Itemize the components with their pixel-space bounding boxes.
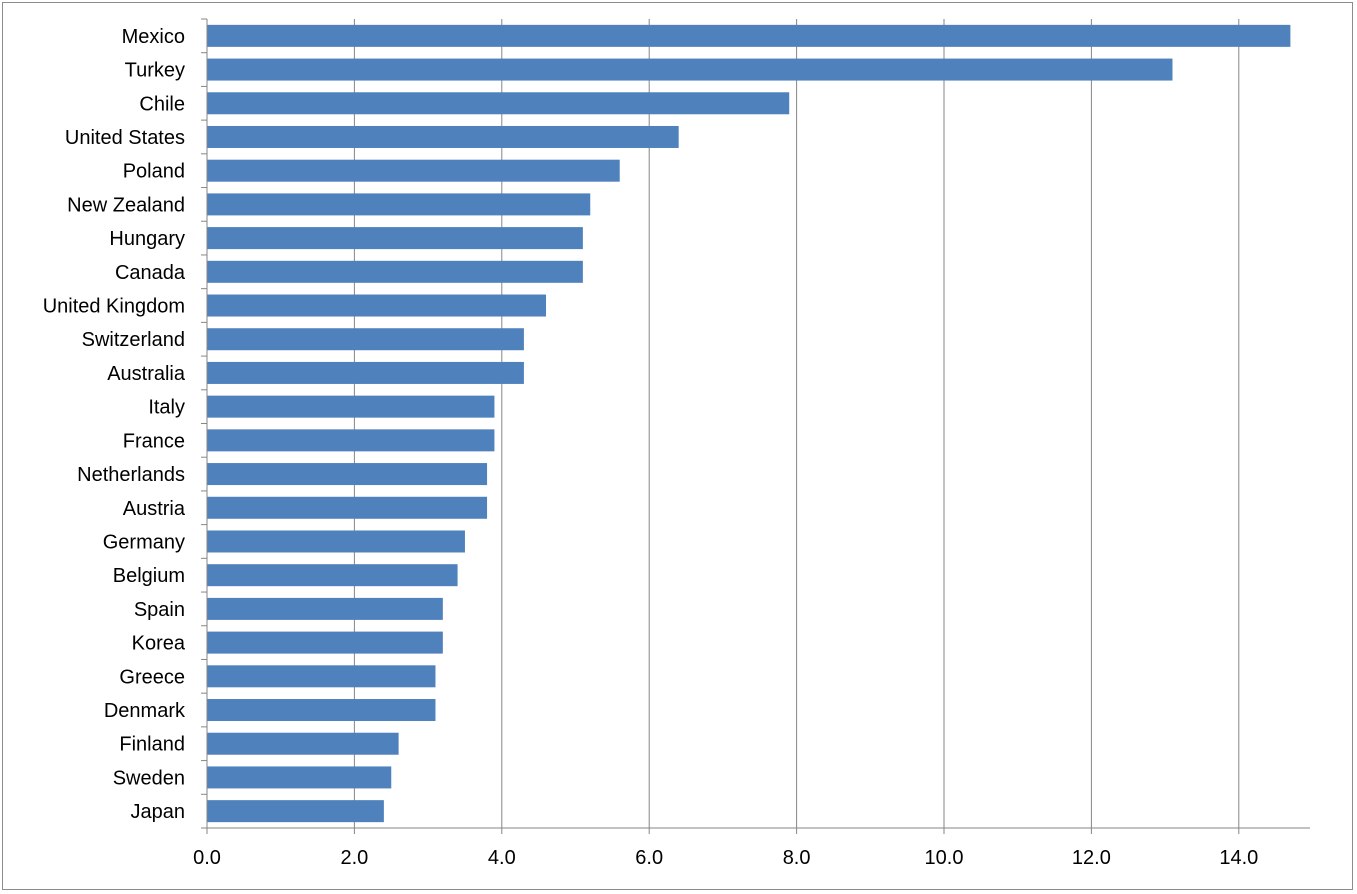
- bar-greece: [207, 665, 436, 688]
- category-label: United States: [65, 127, 185, 149]
- bar-united-kingdom: [207, 294, 547, 317]
- bar-united-states: [207, 125, 679, 148]
- bar-germany: [207, 530, 465, 553]
- x-tick-label: 10.0: [925, 847, 964, 869]
- bar-japan: [207, 800, 384, 823]
- bar-korea: [207, 631, 443, 654]
- bar-finland: [207, 732, 399, 755]
- bar-hungary: [207, 227, 583, 250]
- bar-netherlands: [207, 463, 488, 486]
- x-tick-label: 8.0: [783, 847, 811, 869]
- bar-chart: Mexico Turkey Chile United States Poland New …: [43, 18, 1310, 869]
- bar-italy: [207, 395, 495, 418]
- bar-austria: [207, 496, 488, 519]
- category-label: Switzerland: [82, 329, 185, 351]
- category-label: Netherlands: [77, 464, 185, 486]
- x-tick-label: 14.0: [1219, 847, 1258, 869]
- category-label: Greece: [119, 666, 185, 688]
- category-label: Italy: [148, 397, 185, 419]
- x-tick-label: 12.0: [1072, 847, 1111, 869]
- category-label: Germany: [103, 531, 185, 553]
- category-label: Canada: [115, 262, 186, 284]
- x-tick-label: 4.0: [488, 847, 516, 869]
- category-label: Poland: [123, 161, 185, 183]
- x-tick-label: 0.0: [193, 847, 221, 869]
- bars: [207, 24, 1291, 823]
- category-label: Chile: [139, 93, 185, 115]
- category-label: Australia: [107, 363, 186, 385]
- category-label: United Kingdom: [43, 296, 185, 318]
- bar-canada: [207, 260, 583, 283]
- bar-turkey: [207, 58, 1173, 81]
- bar-france: [207, 429, 495, 452]
- bar-new-zealand: [207, 193, 591, 216]
- category-labels: Mexico Turkey Chile United States Poland New …: [43, 26, 186, 823]
- category-label: New Zealand: [67, 194, 185, 216]
- category-label: Sweden: [113, 767, 185, 789]
- bar-spain: [207, 597, 443, 620]
- x-tick-label: 6.0: [635, 847, 663, 869]
- gridlines: [353, 19, 1240, 828]
- category-label: Mexico: [122, 26, 185, 48]
- bar-poland: [207, 159, 620, 182]
- bar-mexico: [207, 24, 1291, 47]
- axes: [201, 18, 1310, 834]
- bar-denmark: [207, 699, 436, 722]
- category-label: Turkey: [125, 60, 185, 82]
- x-tick-label: 2.0: [340, 847, 368, 869]
- category-label: Korea: [132, 633, 186, 655]
- bar-australia: [207, 361, 524, 384]
- tick-labels: 0.0 2.0 4.0 6.0 8.0 10.0 12.0 14.0: [193, 847, 1258, 869]
- bar-sweden: [207, 766, 392, 789]
- category-label: Belgium: [113, 565, 185, 587]
- category-label: Austria: [123, 498, 186, 520]
- category-label: Hungary: [109, 228, 185, 250]
- category-label: Spain: [134, 599, 185, 621]
- category-label: Finland: [119, 734, 185, 756]
- bar-belgium: [207, 564, 458, 587]
- category-label: France: [123, 430, 185, 452]
- category-label: Japan: [131, 801, 186, 823]
- category-label: Denmark: [104, 700, 186, 722]
- bar-switzerland: [207, 328, 524, 351]
- bar-chile: [207, 92, 790, 115]
